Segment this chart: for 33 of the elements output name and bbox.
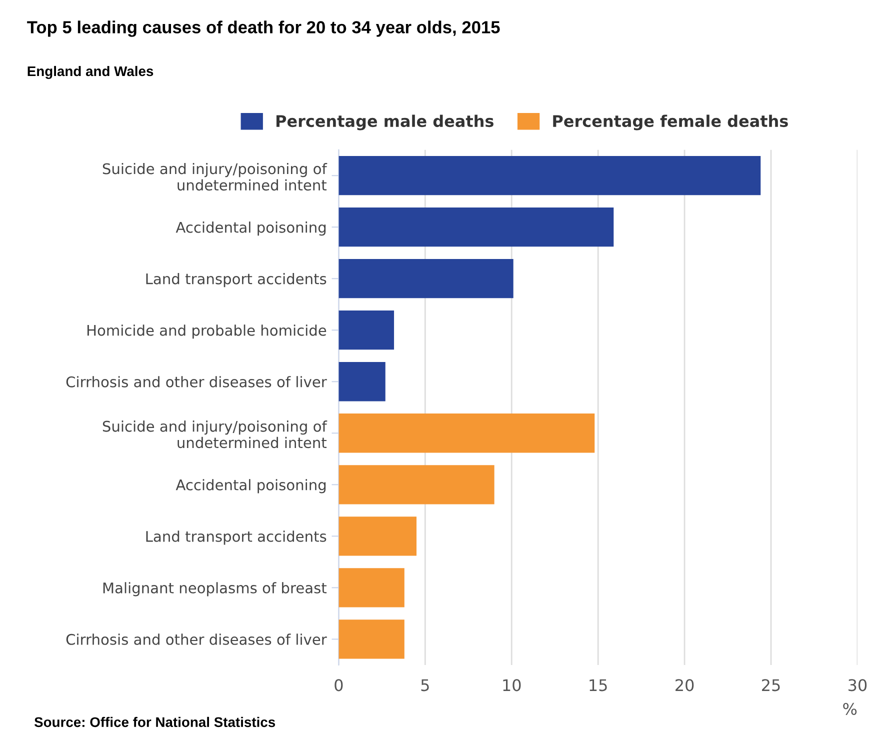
legend-label: Percentage female deaths — [553, 114, 788, 130]
y-tick-label: Cirrhosis and other diseases of liver — [66, 634, 327, 645]
bar — [338, 362, 386, 402]
bar — [338, 414, 595, 453]
y-tick-label: Suicide and injury/poisoning of undetermined intent — [102, 162, 328, 191]
y-tick-label: Cirrhosis and other diseases of liver — [66, 376, 327, 388]
x-tick-label: 25 — [762, 679, 780, 692]
y-tick-label: Malignant neoplasms of breast — [103, 582, 327, 596]
y-tick-label: Homicide and probable homicide — [87, 324, 326, 339]
bar — [338, 516, 417, 556]
x-tick-label: 20 — [676, 679, 694, 692]
y-tick-label: Land transport accidents — [146, 530, 326, 545]
source-note: Source: Office for National Statistics — [34, 716, 276, 728]
bar — [338, 465, 494, 504]
text: England and Wales — [28, 66, 154, 79]
bar — [338, 208, 614, 247]
bar — [338, 310, 394, 350]
x-tick-label: 30 — [848, 679, 867, 692]
legend-label: Percentage male deaths — [276, 114, 494, 130]
x-tick-label: 5 — [421, 679, 429, 692]
x-tick-label: 0 — [334, 679, 343, 692]
bar — [338, 568, 404, 608]
bar — [338, 156, 761, 196]
bar — [338, 620, 404, 659]
y-tick-label: Land transport accidents — [146, 273, 326, 288]
x-axis-title: % — [843, 702, 857, 715]
y-tick-label: Accidental poisoning — [176, 479, 326, 494]
y-tick-label: Suicide and injury/poisoning of undetermined intent — [102, 420, 328, 448]
y-tick-label: Accidental poisoning — [176, 222, 326, 236]
chart-title: Top 5 leading causes of death for 20 to 34 year olds, 2015 — [27, 20, 500, 37]
x-tick-label: 15 — [590, 679, 607, 692]
bar — [338, 259, 514, 298]
x-tick-label: 10 — [503, 679, 521, 692]
